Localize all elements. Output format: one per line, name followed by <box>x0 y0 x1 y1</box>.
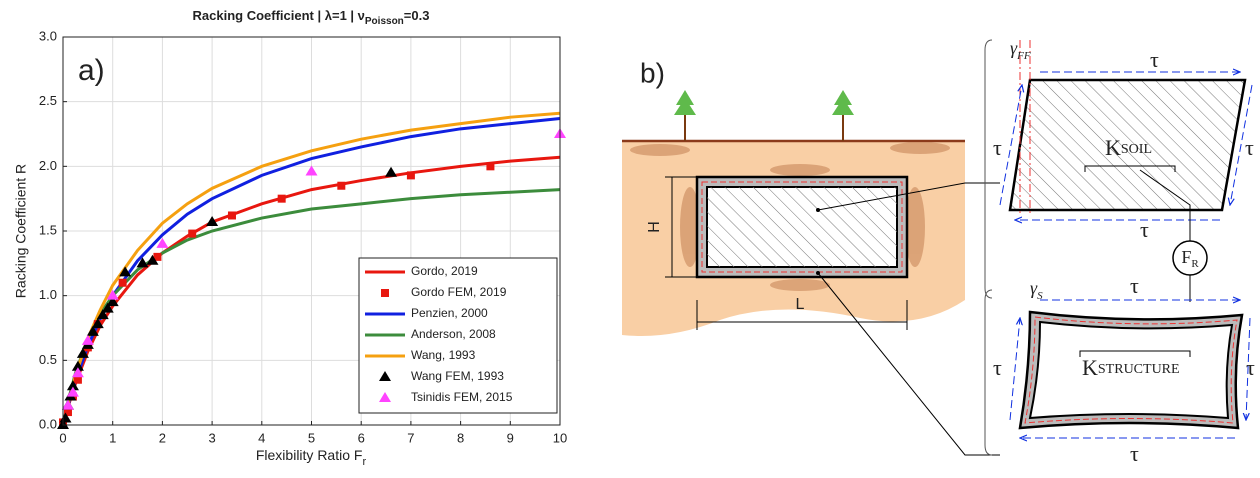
shear-label: τ <box>1140 217 1149 242</box>
shear-label: τ <box>1130 273 1139 298</box>
f-sub: R <box>1191 258 1199 270</box>
f-main: F <box>1181 247 1191 267</box>
legend-label: Gordo FEM, 2019 <box>411 285 507 299</box>
marker <box>486 162 494 170</box>
y-tick-label: 1.0 <box>39 287 57 302</box>
shear-label: τ <box>1245 135 1254 160</box>
x-axis-label: Flexibility Ratio Fr <box>256 447 367 468</box>
height-label: H <box>646 221 663 233</box>
y-tick-label: 1.5 <box>39 222 57 237</box>
y-tick-label: 2.0 <box>39 158 57 173</box>
x-tick-label: 1 <box>109 430 116 445</box>
x-tick-label: 8 <box>457 430 464 445</box>
shear-label: τ <box>1130 441 1139 466</box>
legend-label: Tsinidis FEM, 2015 <box>411 390 513 404</box>
legend-label: Gordo, 2019 <box>411 264 478 278</box>
gamma-sub: FF <box>1016 50 1031 62</box>
diagram: b) H L <box>622 38 1255 466</box>
shear-label: τ <box>1150 47 1159 72</box>
x-tick-label: 4 <box>258 430 265 445</box>
title-subscript: Poisson <box>365 16 404 27</box>
shear-label: τ <box>993 135 1002 160</box>
trees <box>674 90 854 141</box>
marker <box>337 182 345 190</box>
legend-label: Penzien, 2000 <box>411 306 488 320</box>
gamma-sub: S <box>1037 290 1043 302</box>
x-tick-label: 0 <box>59 430 66 445</box>
shear-label: τ <box>993 355 1002 380</box>
x-tick-label: 3 <box>208 430 215 445</box>
legend-label: Wang, 1993 <box>411 348 476 362</box>
panel-label: b) <box>640 57 665 88</box>
shear-arrow <box>1010 318 1020 420</box>
k-main: K <box>1105 135 1121 160</box>
x-tick-label: 7 <box>407 430 414 445</box>
y-tick-label: 0.5 <box>39 352 57 367</box>
x-tick-label: 2 <box>159 430 166 445</box>
brace-soil <box>985 40 992 298</box>
marker <box>381 289 389 297</box>
marker <box>119 279 127 287</box>
k-sub: SOIL <box>1121 142 1152 157</box>
marker <box>228 211 236 219</box>
x-label-main: Flexibility Ratio F <box>256 447 363 463</box>
x-tick-label: 9 <box>507 430 514 445</box>
marker <box>188 230 196 238</box>
panel-label: a) <box>78 54 105 87</box>
x-label-subscript: r <box>362 456 366 468</box>
opening-hatch <box>707 187 897 267</box>
x-tick-label: 5 <box>308 430 315 445</box>
y-tick-label: 2.5 <box>39 93 57 108</box>
marker <box>407 171 415 179</box>
x-tick-label: 10 <box>553 430 567 445</box>
figure: Racking Coefficient | λ=1 | νPoisson=0.3… <box>0 0 1260 478</box>
y-tick-label: 3.0 <box>39 28 57 43</box>
legend-label: Anderson, 2008 <box>411 327 496 341</box>
legend-label: Wang FEM, 1993 <box>411 369 504 383</box>
title-suffix: =0.3 <box>404 8 430 23</box>
k-main: K <box>1082 355 1098 380</box>
structure-strain: γS <box>1030 278 1043 301</box>
brace-structure <box>985 290 992 455</box>
length-label: L <box>796 296 805 313</box>
title-main: Racking Coefficient | λ=1 | ν <box>193 8 365 23</box>
marker <box>278 195 286 203</box>
y-tick-label: 0.0 <box>39 416 57 431</box>
chart: Racking Coefficient | λ=1 | νPoisson=0.3… <box>13 8 566 467</box>
x-tick-label: 6 <box>358 430 365 445</box>
y-axis-label: Racking Coefficient R <box>13 164 29 298</box>
chart-title: Racking Coefficient | λ=1 | νPoisson=0.3 <box>193 8 430 26</box>
shear-label: τ <box>1246 355 1255 380</box>
k-sub: STRUCTURE <box>1098 362 1180 377</box>
